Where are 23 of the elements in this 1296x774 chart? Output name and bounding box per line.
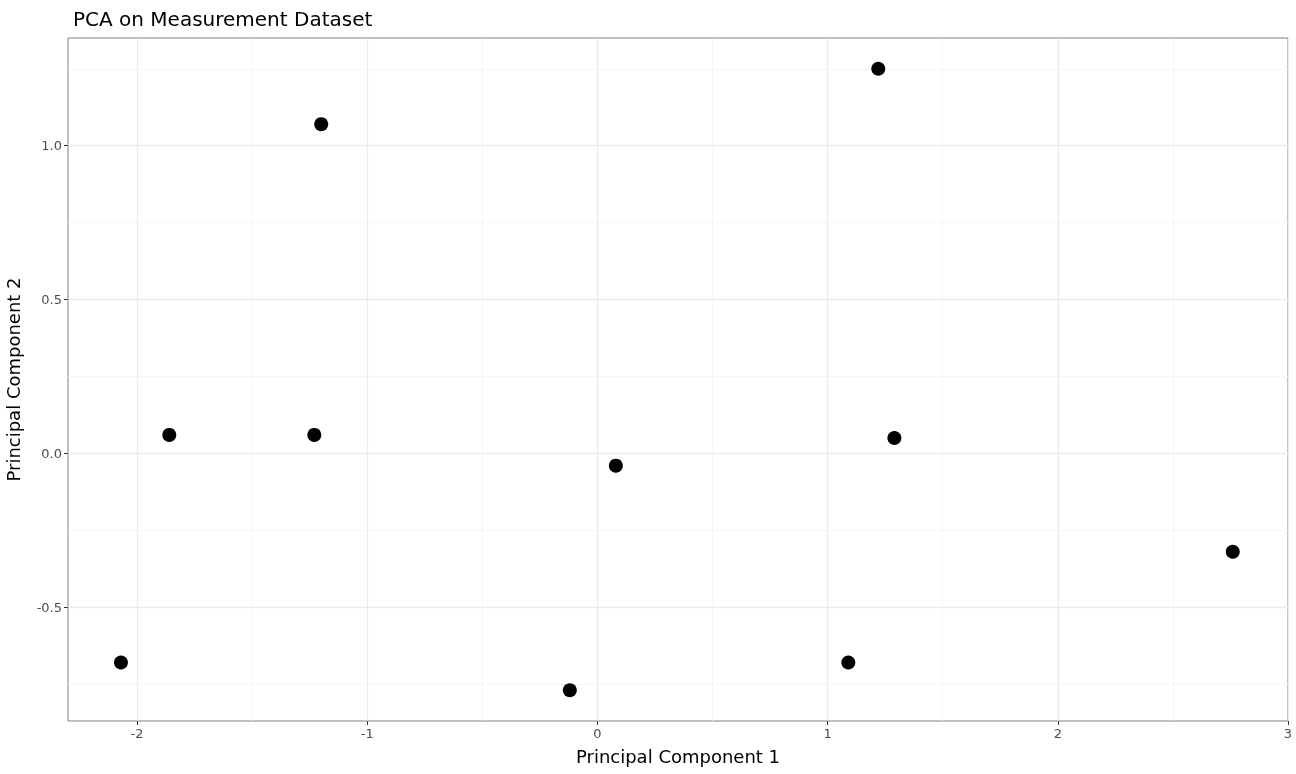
x-tick-label: 3: [1283, 726, 1293, 741]
x-tick-label: 1: [823, 726, 832, 741]
x-tick-label: -2: [130, 726, 144, 741]
point: [113, 655, 128, 670]
point: [841, 655, 856, 670]
y-axis-title: Principal Component 2: [2, 277, 24, 482]
point: [1225, 544, 1240, 559]
x-tick-label: 2: [1053, 726, 1062, 741]
y-tick-label: 1.0: [41, 138, 62, 154]
y-tick-label: 0.0: [41, 445, 62, 461]
point: [562, 683, 577, 698]
chart-title: PCA on Measurement Dataset: [73, 7, 373, 31]
point: [307, 427, 322, 442]
x-tick-label: 0: [593, 726, 602, 741]
point: [608, 458, 623, 473]
x-tick-label: -1: [360, 726, 374, 741]
y-tick-label: 0.5: [41, 292, 62, 308]
point: [162, 427, 177, 442]
y-tick-label: -0.5: [36, 599, 62, 615]
point: [887, 430, 902, 445]
x-axis-title: Principal Component 1: [575, 745, 781, 767]
point: [871, 61, 886, 76]
point: [314, 117, 329, 132]
